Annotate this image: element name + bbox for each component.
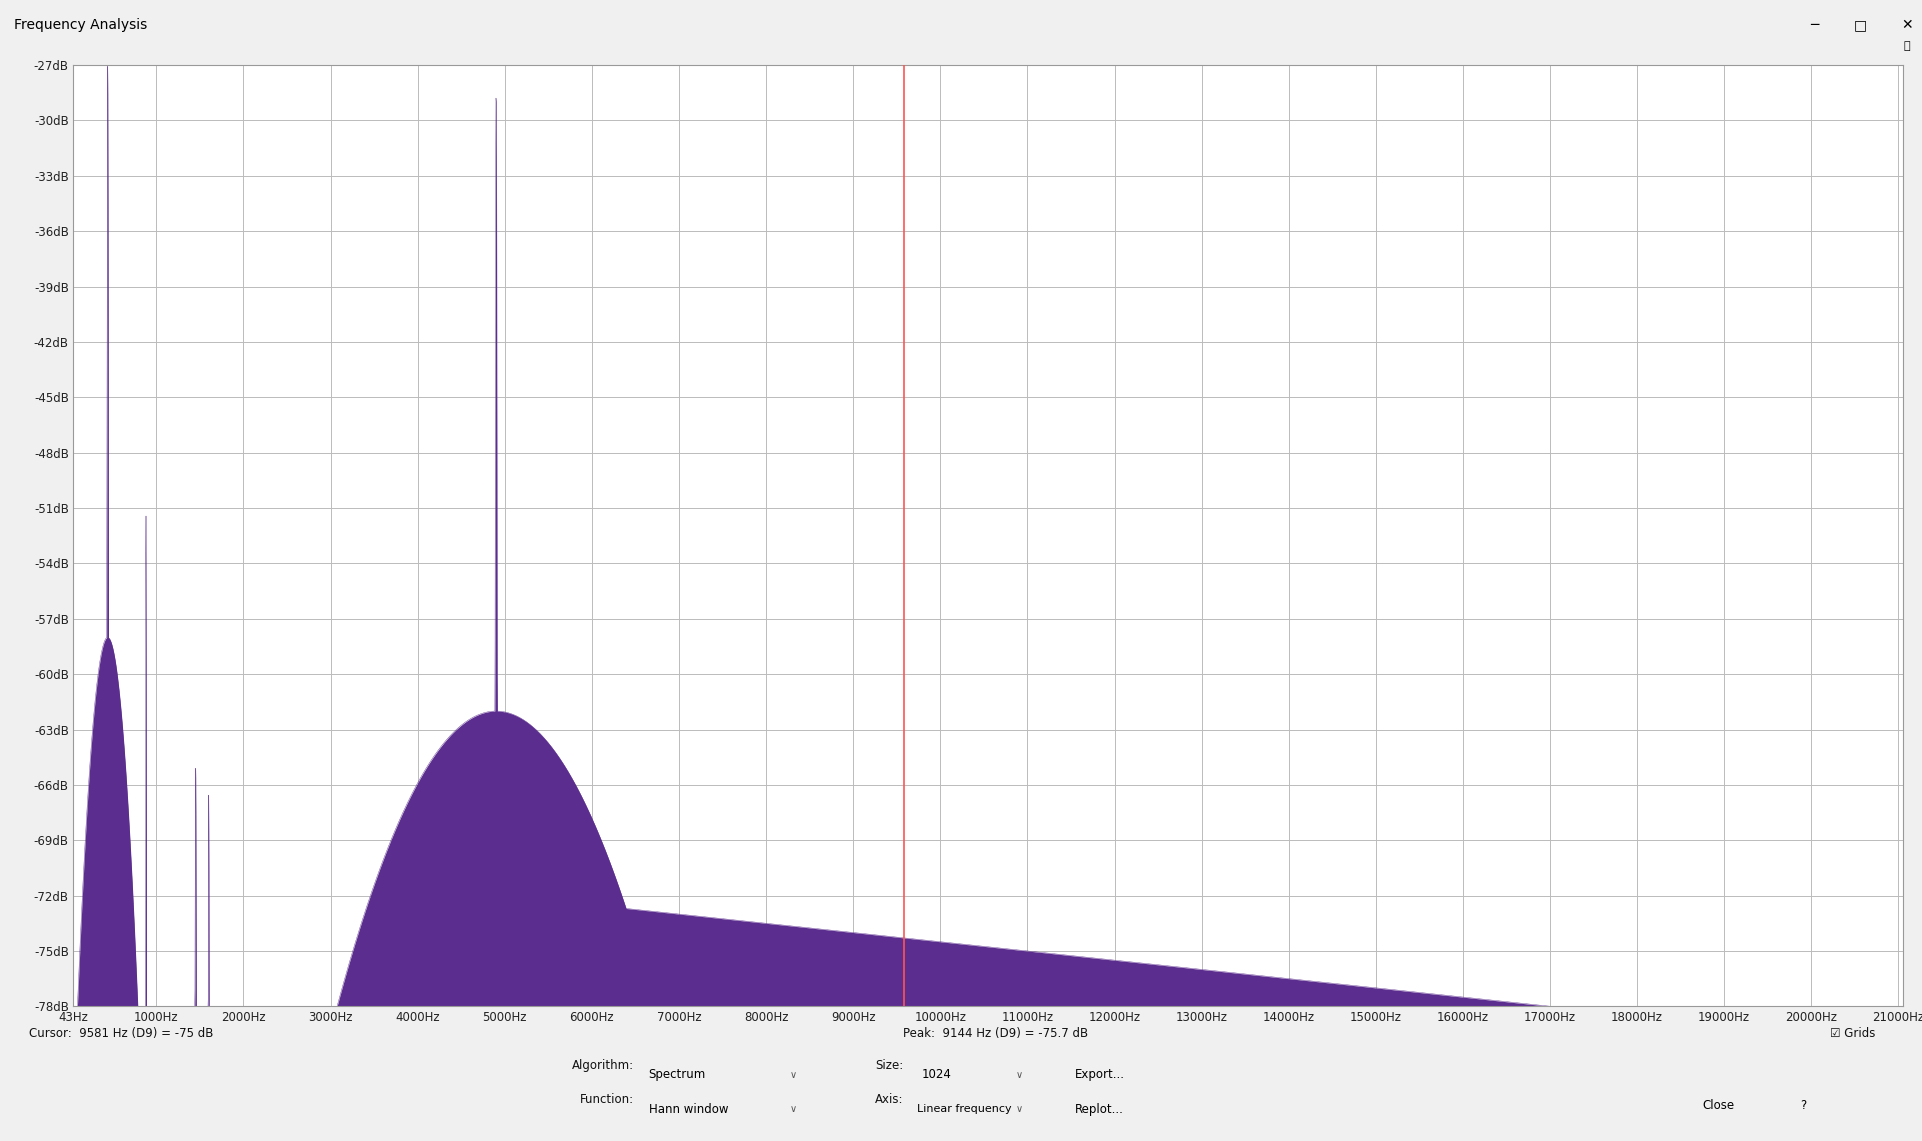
- Text: Algorithm:: Algorithm:: [573, 1059, 634, 1073]
- Text: Close: Close: [1703, 1099, 1734, 1112]
- Text: 🔍: 🔍: [1903, 41, 1910, 50]
- Text: 1024: 1024: [923, 1068, 951, 1082]
- Text: Replot...: Replot...: [1074, 1102, 1124, 1116]
- Text: Size:: Size:: [875, 1059, 903, 1073]
- Text: □: □: [1855, 18, 1866, 32]
- Text: ∨: ∨: [1015, 1070, 1023, 1079]
- Text: Peak:  9144 Hz (D9) = -75.7 dB: Peak: 9144 Hz (D9) = -75.7 dB: [903, 1027, 1088, 1041]
- Text: ─: ─: [1811, 18, 1818, 32]
- Text: ☑ Grids: ☑ Grids: [1830, 1027, 1876, 1041]
- Text: Hann window: Hann window: [650, 1102, 728, 1116]
- Text: ✕: ✕: [1901, 18, 1912, 32]
- Text: ?: ?: [1799, 1099, 1807, 1112]
- Text: Linear frequency: Linear frequency: [917, 1104, 1011, 1114]
- Text: ∨: ∨: [1015, 1104, 1023, 1114]
- Text: Cursor:  9581 Hz (D9) = -75 dB: Cursor: 9581 Hz (D9) = -75 dB: [29, 1027, 213, 1041]
- Text: Export...: Export...: [1074, 1068, 1124, 1082]
- Text: ∨: ∨: [790, 1104, 798, 1114]
- Text: ∨: ∨: [790, 1070, 798, 1079]
- Text: Spectrum: Spectrum: [650, 1068, 705, 1082]
- Text: Axis:: Axis:: [875, 1093, 903, 1107]
- Text: Function:: Function:: [580, 1093, 634, 1107]
- Text: Frequency Analysis: Frequency Analysis: [13, 18, 148, 32]
